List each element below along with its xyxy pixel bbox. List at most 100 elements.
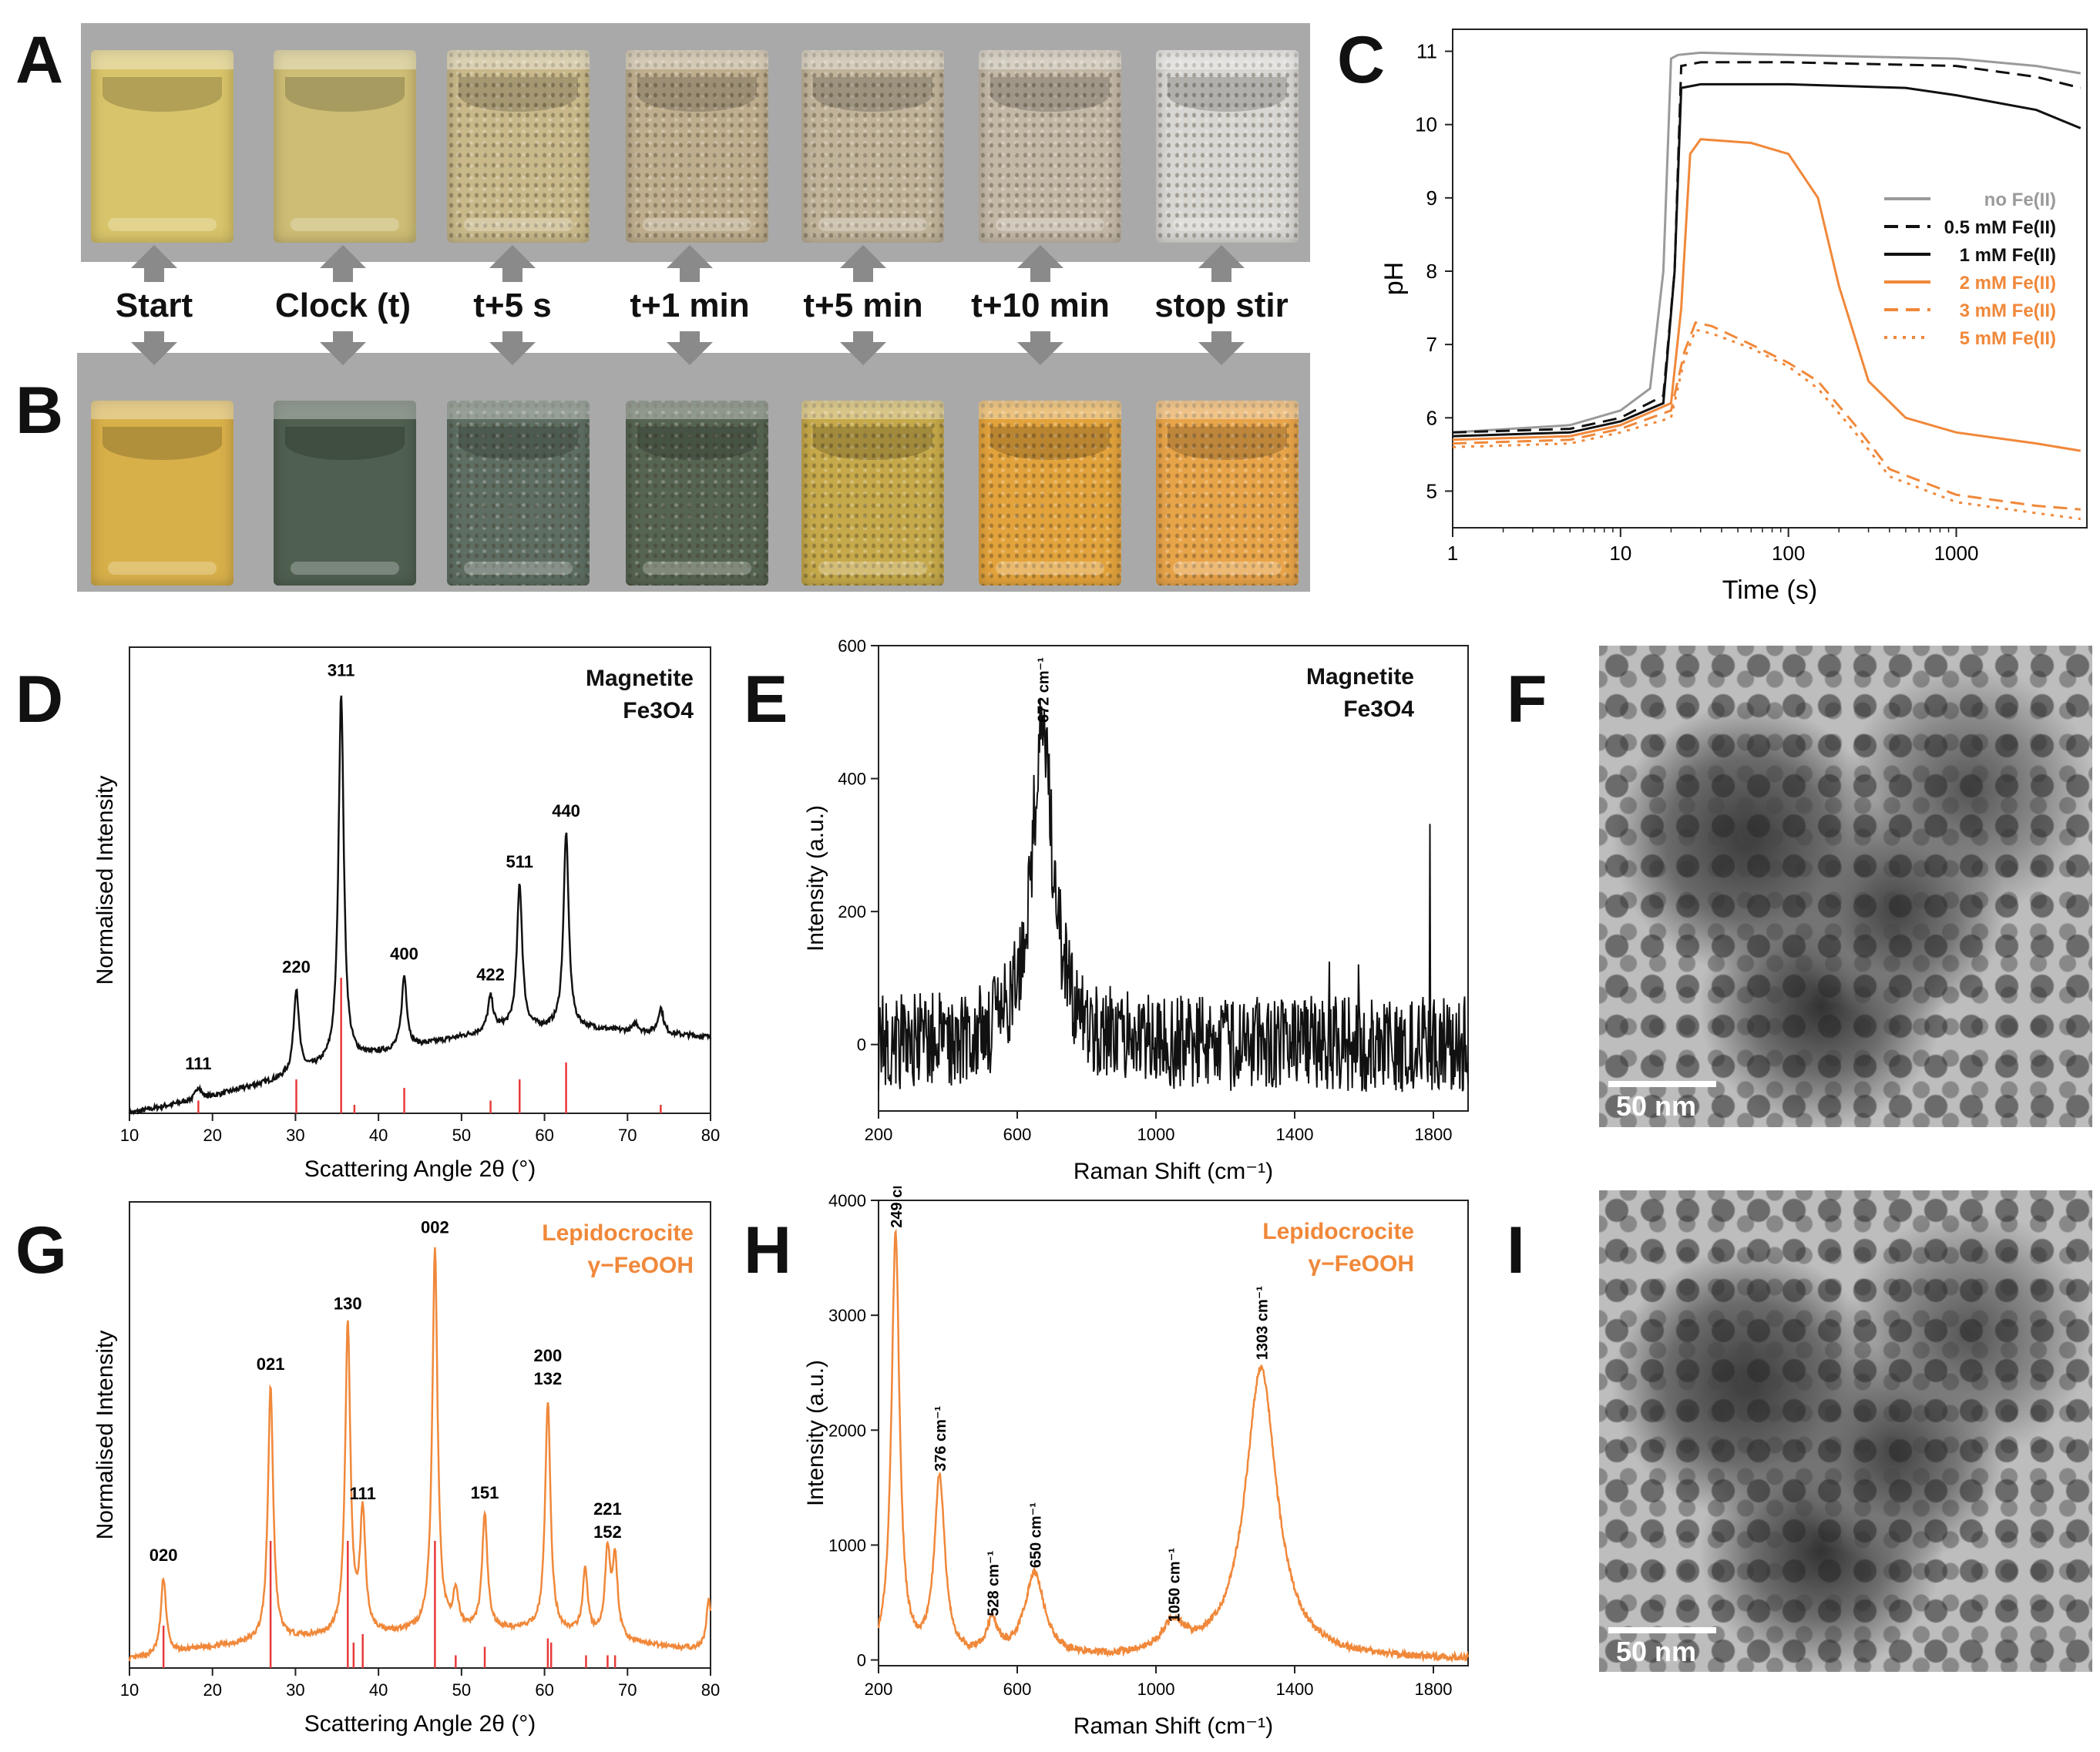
x-tick-label: 80 [701,1680,720,1700]
vial-bottom [1173,561,1282,575]
vial-meniscus [284,77,405,112]
x-tick-label: 50 [452,1680,471,1700]
peak-label: 376 cm⁻¹ [932,1406,949,1472]
arrow-stem [502,331,522,342]
time-label: t+10 min [971,287,1110,324]
peak-label: 511 [506,852,534,871]
y-tick-label: 1000 [828,1536,866,1555]
y-tick-label: 10 [1415,113,1437,136]
series-line [1452,321,2081,511]
peak-label: 400 [390,945,418,964]
x-tick-label: 1000 [1137,1680,1175,1699]
vial-rim [91,401,234,419]
arrow-stem [853,331,873,342]
panel-label-i: I [1507,1213,1525,1287]
x-tick-label: 70 [618,1680,637,1700]
x-tick-label: 1800 [1415,1125,1453,1144]
arrow-stem [680,331,700,342]
time-label: t+5 min [803,287,923,324]
tem-image-magnetite: 50 nm [1599,646,2092,1127]
peak-label: 311 [328,660,355,680]
plot-frame [878,1200,1469,1666]
series-line [1452,61,2082,434]
arrow-stem [853,268,873,282]
peak-label: 111 [350,1484,376,1503]
y-tick-label: 400 [838,770,866,789]
panel-label-e: E [744,663,788,737]
panel-label-b: B [15,374,64,448]
arrow-stem [333,331,353,342]
plot-frame [129,646,711,1114]
legend-entry: 3 mM Fe(II) [1960,300,2056,321]
y-tick-label: 9 [1426,186,1437,210]
xrd-magnetite-chart: 10 20 30 40 50 60 70 80 Scattering Angle 2θ (°) N… [92,646,720,1182]
vial-rim [626,50,768,69]
vial-bottom [643,217,751,231]
vial-rim [1156,50,1299,69]
vial-meniscus [637,426,758,460]
peak-label: 440 [552,801,580,821]
y-tick-label: 11 [1416,40,1437,63]
x-tick-label: 200 [865,1680,893,1699]
vial-rim [1156,401,1299,419]
arrow-stem [1211,268,1231,282]
peak-label: 650 cm⁻¹ [1028,1502,1045,1568]
arrow-stem [1030,331,1050,342]
chart-title: Magnetite [1306,664,1414,690]
chart-subtitle: γ−FeOOH [1308,1251,1414,1277]
vial-meniscus [812,77,933,112]
x-tick-label: 1 [1447,542,1458,565]
vial-bottom [464,561,573,575]
arrow-up-icon [320,245,366,268]
vial [979,401,1121,586]
y-axis-label: Intensity (a.u.) [803,805,828,952]
peak-label: 200 [534,1346,563,1365]
chart-subtitle: Fe3O4 [1343,696,1414,722]
chart-subtitle: Fe3O4 [623,698,694,723]
vial-bottom [996,217,1104,231]
x-axis-label: Raman Shift (cm⁻¹) [1074,1159,1273,1184]
diffraction-pattern [128,1247,712,1662]
x-tick-label: 20 [203,1680,221,1700]
arrow-stem [680,268,700,282]
y-tick-label: 600 [838,636,866,656]
x-axis-label: Scattering Angle 2θ (°) [304,1711,536,1737]
vial-bottom [108,561,217,575]
raman-lepidocrocite-chart: 200 600 1000 1400 1800 0 1000 2000 3000 4000 Raman… [803,1186,1470,1739]
vial [801,401,944,586]
vial-rim [979,50,1121,69]
vial-bottom [291,217,399,231]
chart-title: Lepidocrocite [1262,1219,1414,1244]
arrow-down-icon [131,342,177,365]
vial-rim [274,401,416,419]
x-tick-label: 10 [1609,542,1631,565]
vial [801,50,944,243]
legend-entry: 1 mM Fe(II) [1960,245,2056,266]
peak-label: 130 [334,1294,362,1314]
time-label: Start [115,287,193,324]
arrow-up-icon [1198,245,1245,268]
vial-meniscus [458,426,579,460]
raman-spectrum [878,699,1469,1092]
vial [626,50,768,243]
y-tick-label: 200 [838,902,866,921]
x-tick-label: 40 [369,1126,388,1145]
scale-bar [1608,1627,1716,1633]
vial [979,50,1121,243]
series-line [1452,82,2082,438]
vial-meniscus [102,77,223,112]
x-tick-label: 40 [369,1680,388,1700]
peak-label: 111 [185,1054,211,1073]
vial-bottom [1173,217,1282,231]
x-tick-label: 10 [120,1126,139,1145]
x-tick-label: 1800 [1415,1680,1453,1699]
panel-label-f: F [1507,663,1547,737]
tem-image-lepidocrocite: 50 nm [1599,1190,2092,1672]
vial-meniscus [990,426,1110,460]
peak-label: 221 [593,1499,622,1519]
vial-meniscus [1167,77,1288,112]
arrow-down-icon [320,342,366,365]
x-tick-label: 70 [618,1126,637,1145]
x-axis-label: Raman Shift (cm⁻¹) [1074,1713,1273,1739]
